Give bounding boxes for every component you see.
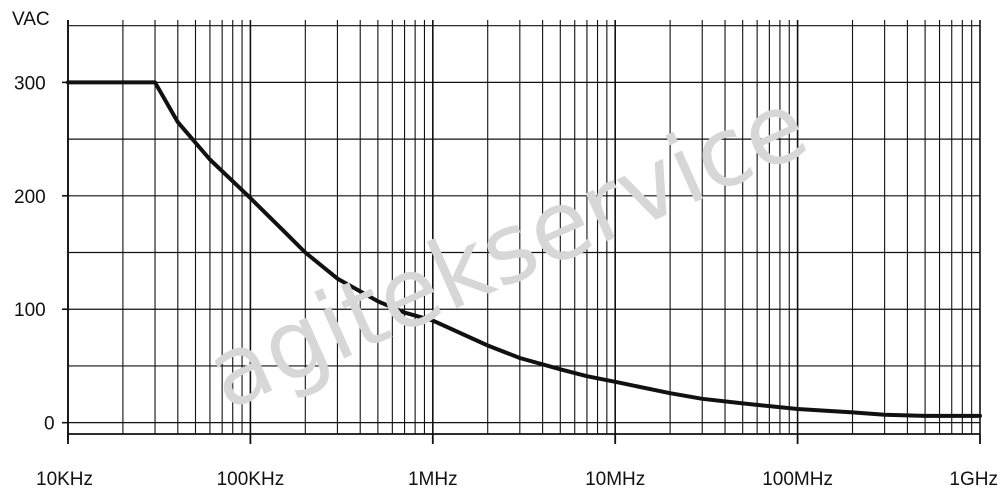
y-tick-label: 100 xyxy=(14,300,46,321)
x-tick-label: 100KHz xyxy=(217,469,285,490)
watermark: agitekservice xyxy=(190,68,823,432)
y-tick-label: 300 xyxy=(14,73,46,94)
tick-labels: 10KHz 100KHz 1MHz 10MHz 100MHz 1GHz 0 100 200 300 xyxy=(14,73,998,490)
axes xyxy=(62,20,981,444)
x-tick-label: 1GHz xyxy=(949,469,998,490)
grid xyxy=(67,20,981,434)
x-tick-label: 10MHz xyxy=(585,469,645,490)
series-line-0 xyxy=(66,80,982,418)
series-layer xyxy=(66,80,982,418)
y-axis-label: VAC xyxy=(12,9,50,30)
x-tick-label: 100MHz xyxy=(762,469,833,490)
x-tick-label: 1MHz xyxy=(408,469,458,490)
y-tick-label: 0 xyxy=(44,414,55,435)
x-tick-label: 10KHz xyxy=(36,469,93,490)
y-tick-label: 200 xyxy=(14,187,46,208)
